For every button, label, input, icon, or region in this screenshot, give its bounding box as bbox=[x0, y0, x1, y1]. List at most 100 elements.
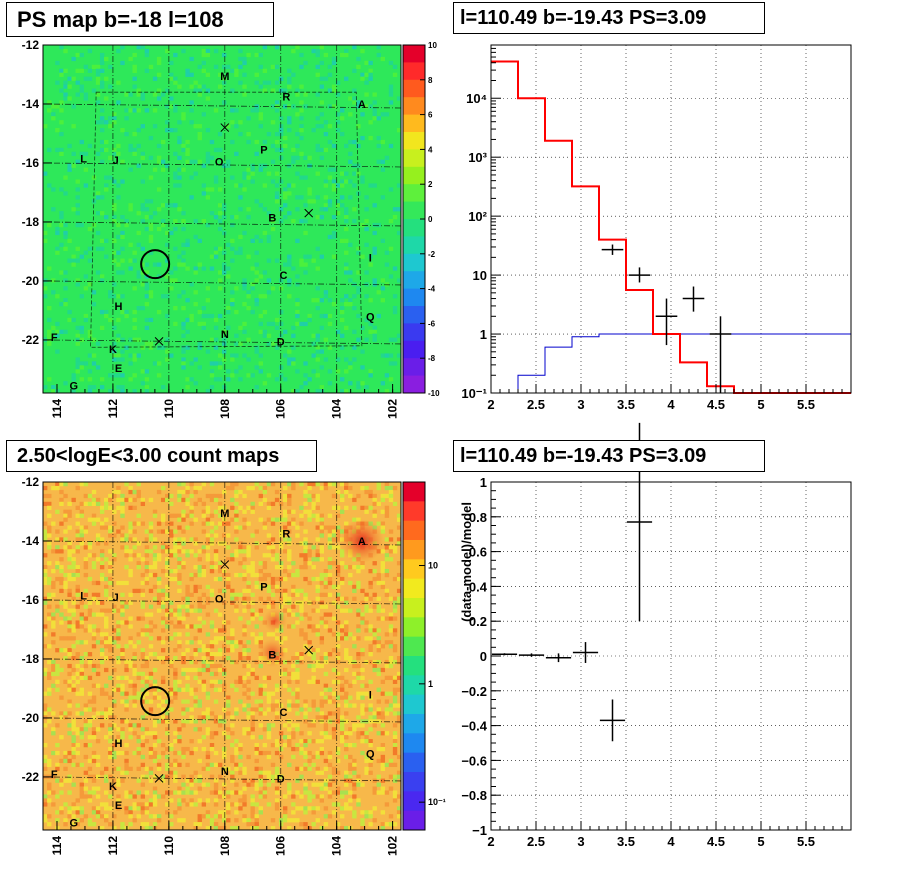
map-pixel bbox=[376, 572, 381, 578]
map-pixel bbox=[71, 258, 76, 263]
map-pixel bbox=[331, 104, 337, 109]
map-pixel bbox=[384, 557, 390, 562]
map-pixel bbox=[283, 143, 288, 149]
map-pixel bbox=[303, 553, 308, 558]
map-pixel bbox=[99, 561, 105, 566]
map-pixel bbox=[160, 545, 166, 550]
map-pixel bbox=[193, 565, 198, 570]
map-pixel bbox=[266, 341, 272, 346]
map-pixel bbox=[99, 572, 105, 578]
map-pixel bbox=[181, 306, 186, 311]
map-pixel bbox=[226, 124, 231, 129]
map-pixel bbox=[258, 517, 263, 522]
map-pixel bbox=[238, 762, 243, 768]
map-pixel bbox=[205, 644, 211, 649]
map-pixel bbox=[344, 826, 349, 831]
map-pixel bbox=[230, 592, 235, 597]
map-pixel bbox=[213, 493, 219, 499]
map-pixel bbox=[299, 628, 304, 633]
map-pixel bbox=[63, 750, 68, 756]
map-pixel bbox=[112, 258, 117, 263]
map-pixel bbox=[250, 600, 255, 605]
map-pixel bbox=[185, 790, 190, 795]
map-pixel bbox=[75, 485, 80, 491]
map-pixel bbox=[380, 667, 386, 673]
map-pixel bbox=[185, 72, 190, 77]
map-grid-line bbox=[42, 776, 402, 782]
map-pixel bbox=[372, 723, 377, 728]
map-pixel bbox=[99, 549, 105, 554]
map-pixel bbox=[295, 143, 300, 149]
map-pixel bbox=[177, 139, 182, 145]
map-pixel bbox=[250, 691, 255, 696]
map-pixel bbox=[152, 695, 158, 700]
map-pixel bbox=[104, 139, 109, 145]
map-pixel bbox=[254, 822, 259, 827]
map-pixel bbox=[331, 545, 337, 550]
map-pixel bbox=[59, 215, 64, 220]
map-pixel bbox=[209, 266, 215, 271]
map-pixel bbox=[79, 691, 84, 696]
map-pixel bbox=[197, 715, 202, 720]
map-pixel bbox=[315, 576, 320, 582]
map-pixel bbox=[181, 349, 186, 354]
map-pixel bbox=[384, 509, 390, 514]
map-pixel bbox=[116, 373, 121, 378]
map-pixel bbox=[189, 778, 194, 783]
map-pixel bbox=[356, 64, 361, 70]
map-pixel bbox=[327, 592, 333, 597]
map-pixel bbox=[43, 485, 48, 491]
map-pixel bbox=[99, 565, 105, 570]
map-pixel bbox=[335, 112, 341, 117]
map-pixel bbox=[173, 278, 178, 283]
map-pixel bbox=[47, 604, 52, 609]
map-pixel bbox=[222, 489, 227, 495]
map-pixel bbox=[380, 565, 386, 570]
map-pixel bbox=[335, 545, 341, 550]
map-pixel bbox=[87, 774, 93, 779]
map-pixel bbox=[380, 493, 386, 499]
map-pixel bbox=[116, 497, 121, 503]
map-pixel bbox=[230, 215, 235, 220]
map-pixel bbox=[291, 802, 296, 807]
map-pixel bbox=[79, 782, 84, 787]
map-pixel bbox=[91, 758, 97, 764]
map-pixel bbox=[222, 754, 227, 760]
map-pixel bbox=[266, 782, 272, 787]
map-pixel bbox=[242, 766, 247, 771]
map-pixel bbox=[242, 786, 247, 791]
map-pixel bbox=[116, 357, 121, 362]
map-pixel bbox=[238, 746, 243, 752]
map-pixel bbox=[71, 207, 76, 212]
map-pixel bbox=[124, 580, 129, 586]
map-pixel bbox=[75, 569, 80, 574]
map-pixel bbox=[47, 333, 52, 338]
map-pixel bbox=[75, 533, 80, 538]
map-pixel bbox=[278, 132, 284, 137]
map-pixel bbox=[67, 679, 72, 684]
map-pixel bbox=[87, 822, 93, 827]
map-pixel bbox=[254, 624, 259, 629]
map-pixel bbox=[331, 778, 337, 783]
map-pixel bbox=[205, 731, 211, 736]
map-pixel bbox=[266, 278, 272, 283]
map-pixel bbox=[368, 596, 373, 601]
map-pixel bbox=[274, 798, 280, 803]
map-pixel bbox=[226, 572, 231, 578]
source-cross bbox=[220, 123, 230, 132]
map-pixel bbox=[116, 624, 121, 629]
map-pixel bbox=[99, 60, 105, 66]
map-pixel bbox=[339, 509, 345, 514]
map-pixel bbox=[173, 750, 178, 756]
map-pixel bbox=[396, 770, 402, 775]
map-pixel bbox=[348, 683, 353, 688]
map-pixel bbox=[71, 596, 76, 601]
map-pixel bbox=[368, 743, 373, 748]
map-pixel bbox=[104, 683, 109, 688]
map-pixel bbox=[311, 557, 316, 562]
map-pixel bbox=[59, 45, 64, 50]
map-pixel bbox=[380, 159, 386, 164]
map-pixel bbox=[128, 822, 133, 827]
map-pixel bbox=[266, 596, 272, 601]
map-pixel bbox=[270, 743, 276, 748]
